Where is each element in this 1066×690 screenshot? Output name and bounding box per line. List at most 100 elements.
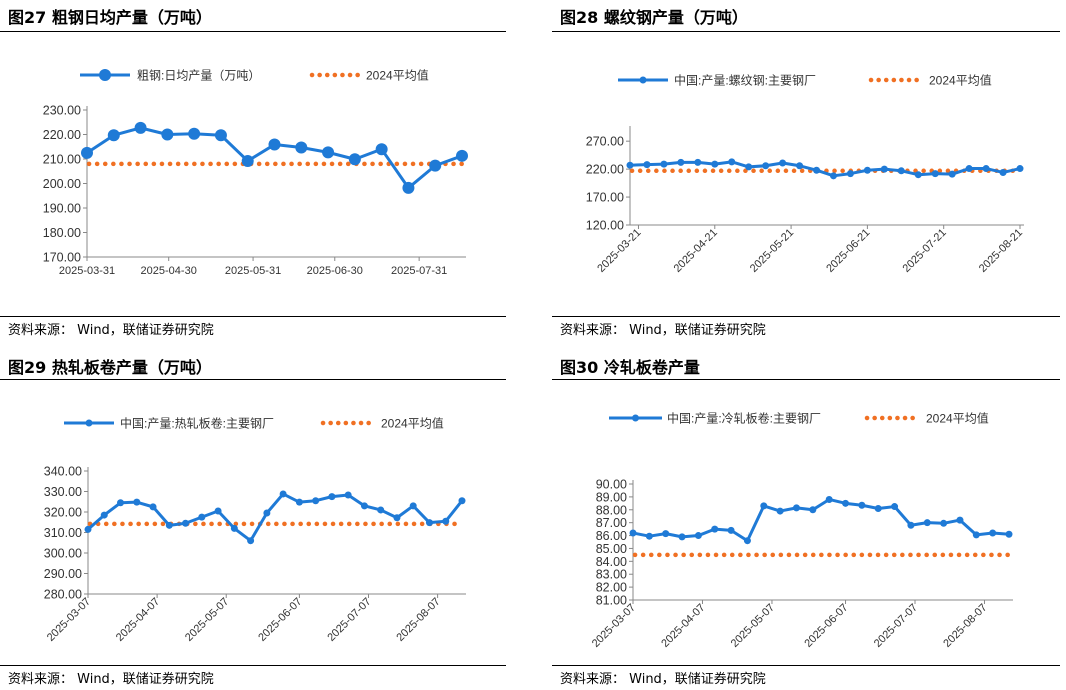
data-point	[442, 517, 450, 525]
source-note-4: 资料来源： Wind，联储证券研究院	[560, 672, 766, 687]
y-tick-label: 310.00	[44, 526, 82, 540]
data-point	[948, 170, 956, 178]
data-point	[728, 158, 736, 166]
x-tick-label: 2025-05-07	[729, 602, 777, 650]
data-point	[965, 165, 973, 173]
legend-series-label: 中国:产量:螺纹钢:主要钢厂	[674, 73, 816, 88]
data-point	[107, 129, 120, 142]
x-tick-label: 2025-07-07	[872, 602, 920, 650]
x-tick-label: 2025-07-07	[325, 596, 373, 644]
data-point	[295, 498, 303, 506]
data-point	[279, 490, 287, 498]
data-point	[241, 154, 254, 167]
source-note-2: 资料来源： Wind，联储证券研究院	[560, 323, 766, 338]
data-point	[629, 529, 637, 537]
legend-series-marker	[85, 419, 93, 427]
data-point	[809, 506, 817, 514]
x-tick-label: 2025-06-07	[256, 596, 304, 644]
data-point	[322, 146, 335, 159]
data-point	[694, 158, 702, 166]
data-point	[377, 506, 385, 514]
x-tick-label: 2025-06-30	[307, 265, 363, 277]
x-tick-label: 2025-04-07	[659, 602, 707, 650]
source-rule-3	[0, 665, 506, 666]
y-tick-label: 88.00	[596, 503, 627, 517]
data-point	[182, 519, 190, 527]
data-point	[247, 537, 255, 545]
data-point	[880, 165, 888, 173]
x-tick-label: 2025-05-21	[748, 227, 796, 275]
chart-title-4: 图30 冷轧板卷产量	[560, 358, 700, 377]
data-point	[779, 159, 787, 167]
data-point	[643, 161, 651, 169]
chart-2-svg: 120.00 170.00 220.00 270.00 2025-03-21 2025-0…	[586, 73, 1025, 275]
data-point	[214, 129, 227, 142]
data-point	[863, 166, 871, 174]
data-point	[312, 497, 320, 505]
y-tick-label: 280.00	[44, 588, 82, 602]
data-point	[829, 172, 837, 180]
series-line	[87, 492, 464, 543]
x-tick-label: 2025-06-07	[802, 602, 850, 650]
chart-1-svg: 170.00 180.00 190.00 200.00 210.00 220.00 230.…	[43, 68, 468, 277]
data-point	[776, 507, 784, 515]
y-tick-label: 86.00	[596, 529, 627, 543]
y-tick-label: 300.00	[44, 547, 82, 561]
data-point	[745, 163, 753, 171]
y-tick-label: 170.00	[43, 251, 81, 265]
chart-title-2: 图28 螺纹钢产量（万吨）	[560, 8, 748, 27]
data-point	[456, 149, 468, 162]
data-point	[263, 509, 271, 517]
title-rule-3	[0, 379, 506, 380]
data-point	[762, 162, 770, 170]
x-tick-label: 2025-04-30	[141, 265, 197, 277]
legend-series-label: 粗钢:日均产量（万吨）	[137, 69, 260, 83]
y-tick-label: 85.00	[596, 542, 627, 556]
legend-average-label: 2024平均值	[929, 73, 992, 88]
data-point	[999, 168, 1007, 176]
data-point	[858, 501, 866, 509]
y-tick-label: 270.00	[586, 135, 624, 149]
data-point	[813, 166, 821, 174]
data-point	[360, 502, 368, 510]
data-point	[425, 519, 433, 527]
data-point	[230, 524, 238, 532]
source-rule-1	[0, 316, 506, 317]
chart-3-svg: 280.00 290.00 300.00 310.00 320.00 330.00 340.…	[44, 416, 466, 644]
data-point	[161, 128, 174, 141]
y-tick-label: 90.00	[596, 478, 627, 492]
x-tick-label: 2025-04-07	[114, 596, 162, 644]
data-point	[842, 499, 850, 507]
data-point	[891, 503, 899, 511]
data-point	[825, 495, 833, 503]
data-point	[268, 138, 281, 151]
data-point	[923, 519, 931, 527]
title-rule-1	[0, 31, 506, 32]
data-point	[133, 498, 141, 506]
y-tick-label: 230.00	[43, 104, 81, 118]
data-point	[914, 171, 922, 179]
legend-series-label: 中国:产量:冷轧板卷:主要钢厂	[667, 411, 821, 426]
data-point	[295, 141, 308, 154]
data-point	[796, 162, 804, 170]
chart-panel-4: 图30 冷轧板卷产量 81.00 82.00 83.00 84.00 85.00 86.0…	[552, 350, 1062, 690]
x-tick-label: 2025-08-07	[394, 596, 442, 644]
y-tick-label: 340.00	[44, 465, 82, 479]
y-tick-label: 290.00	[44, 567, 82, 581]
source-rule-2	[552, 316, 1060, 317]
legend-series-label: 中国:产量:热轧板卷:主要钢厂	[120, 416, 274, 431]
legend-average-label: 2024平均值	[926, 411, 989, 426]
x-tick-label: 2025-03-21	[595, 227, 643, 275]
x-tick-label: 2025-08-07	[941, 602, 989, 650]
x-tick-label: 2025-07-31	[391, 265, 447, 277]
data-point	[214, 507, 222, 515]
x-tick-label: 2025-08-21	[977, 227, 1025, 275]
chart-panel-3: 图29 热轧板卷产量（万吨） 280.00 290.00 300.00 310.00 3…	[0, 350, 506, 690]
data-point	[393, 514, 401, 522]
chart-title-3: 图29 热轧板卷产量（万吨）	[8, 358, 212, 377]
data-point	[165, 521, 173, 529]
data-point	[328, 493, 336, 501]
chart-panel-2: 图28 螺纹钢产量（万吨） 120.00 170.00 220.00 270.00 20…	[552, 0, 1062, 340]
data-point	[84, 525, 92, 533]
data-point	[149, 503, 157, 511]
